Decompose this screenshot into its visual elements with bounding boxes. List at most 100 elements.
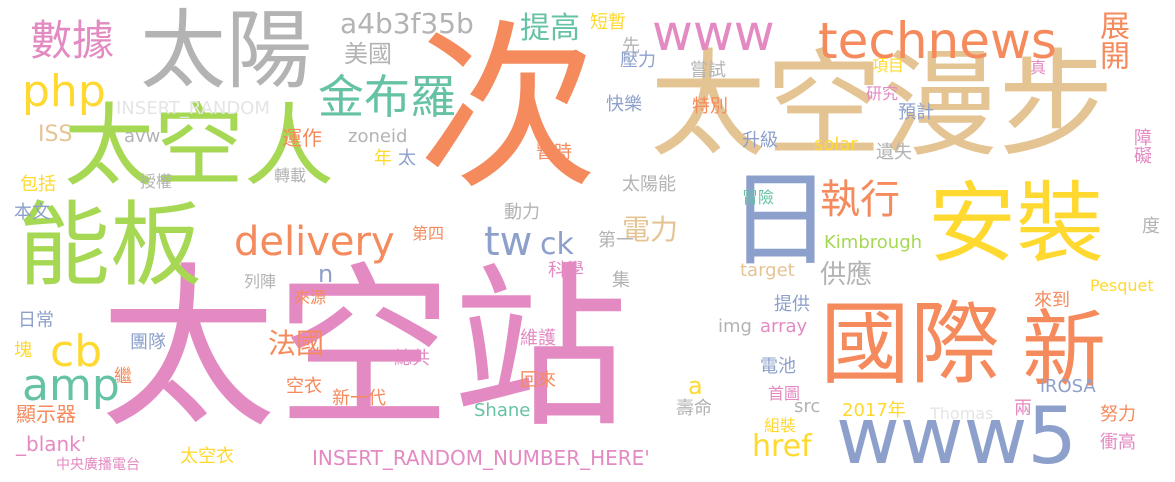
cloud-word-n: n — [318, 260, 334, 288]
cloud-word-degree: 度 — [1142, 216, 1160, 237]
cloud-word-continue: 繼 — [114, 366, 132, 387]
cloud-word-array: array — [760, 316, 808, 337]
cloud-word-happy: 快樂 — [606, 94, 642, 115]
cloud-word-surge: 衝高 — [1100, 432, 1136, 453]
cloud-word-operate: 運作 — [282, 126, 322, 150]
cloud-word-zoneid: zoneid — [348, 126, 408, 147]
cloud-word-provide: 提供 — [774, 294, 810, 315]
cloud-word-kimbrough-zh: 金布羅 — [318, 70, 456, 124]
cloud-word-data: 數據 — [30, 16, 115, 65]
cloud-word-avw: avw — [124, 126, 161, 147]
cloud-word-include: 包括 — [20, 174, 56, 195]
cloud-word-improve: 提高 — [520, 11, 580, 46]
cloud-word-maintain: 維護 — [520, 328, 556, 349]
cloud-word-license: 授權 — [140, 172, 173, 191]
cloud-word-project: 項目 — [872, 56, 905, 75]
cloud-word-tw: tw — [484, 219, 533, 265]
cloud-word-2017: 2017年 — [842, 400, 906, 421]
cloud-word-solar-energy: 太陽能 — [622, 174, 676, 195]
cloud-word-lifespan: 壽命 — [676, 398, 712, 419]
cloud-word-piece: 塊 — [14, 340, 32, 361]
cloud-word-battery: 電池 — [760, 356, 796, 377]
cloud-word-daily: 日常 — [18, 310, 54, 331]
cloud-word-expected: 預計 — [898, 102, 934, 123]
cloud-word-two: 兩 — [1014, 398, 1032, 419]
cloud-word-temporary: 暫時 — [536, 142, 572, 163]
cloud-word-pressure: 壓力 — [620, 50, 656, 71]
cloud-word-day: 日 — [728, 159, 833, 281]
cloud-word-solar: solar — [814, 134, 858, 155]
cloud-word-display: 顯示器 — [16, 402, 76, 426]
cloud-word-article: 本文 — [14, 202, 50, 223]
cloud-word-hash: a4b3f35b — [340, 7, 474, 40]
cloud-word-brief: 短暫 — [590, 12, 626, 33]
cloud-word-rti: 中央廣播電台 — [56, 457, 140, 473]
cloud-word-return: 回來 — [520, 370, 556, 391]
cloud-word-irosa: iROSA — [1040, 376, 1096, 397]
cloud-word-first: 先 — [622, 36, 640, 57]
cloud-word-tai: 太 — [398, 148, 416, 169]
cloud-word-iss: ISS — [38, 122, 73, 147]
cloud-word-assemble: 組裝 — [764, 416, 797, 435]
cloud-word-astronaut: 太空人 — [64, 94, 334, 199]
cloud-word-total: 總共 — [394, 348, 430, 369]
cloud-word-try: 嘗試 — [690, 60, 726, 81]
cloud-word-team: 團隊 — [130, 332, 166, 353]
cloud-word-repost: 轉載 — [274, 166, 307, 185]
cloud-word-php: php — [22, 66, 106, 117]
cloud-word-panel: 能板 — [18, 192, 203, 299]
cloud-word-international: 國際 — [820, 292, 1000, 397]
cloud-word-install: 安裝 — [928, 172, 1105, 275]
cloud-word-kimbrough: Kimbrough — [824, 232, 923, 253]
cloud-word-adventure: 冒險 — [742, 188, 775, 207]
cloud-word-insert-random: INSERT_RANDOM — [116, 98, 270, 119]
cloud-word-technews: technews — [818, 12, 1057, 70]
cloud-word-france: 法國 — [268, 327, 325, 360]
cloud-word-supply: 供應 — [820, 260, 873, 290]
cloud-word-www: www — [652, 4, 775, 62]
cloud-word-thomas: Thomas — [930, 404, 994, 423]
cloud-word-target: target — [740, 260, 795, 281]
cloud-word-src: src — [794, 396, 821, 417]
cloud-word-www5: www5 — [836, 392, 1078, 482]
cloud-word-driving-force: 動力 — [504, 202, 540, 223]
cloud-word-execute: 執行 — [820, 177, 900, 223]
cloud-word-set: 集 — [612, 270, 630, 291]
cloud-word-img: img — [718, 316, 752, 337]
cloud-word-suit: 空衣 — [286, 376, 322, 397]
cloud-word-space-station: 太空站 — [100, 247, 629, 452]
cloud-word-ck: ck — [540, 227, 574, 262]
cloud-word-amp: amp — [22, 360, 120, 411]
cloud-word-blank: _blank' — [16, 432, 87, 456]
cloud-word-fourth: 第四 — [412, 224, 445, 243]
cloud-word-insert-random-number: INSERT_RANDOM_NUMBER_HERE' — [312, 446, 650, 470]
cloud-word-special: 特別 — [692, 96, 728, 117]
cloud-word-source: 來源 — [294, 288, 327, 307]
cloud-word-pesquet: Pesquet — [1090, 276, 1154, 295]
cloud-word-research: 研究 — [866, 84, 899, 103]
cloud-word-new-generation: 新一代 — [332, 388, 386, 409]
cloud-word-shane: Shane — [474, 400, 531, 421]
cloud-word-spacesuit: 太空衣 — [180, 446, 234, 467]
cloud-word-a: a — [688, 372, 703, 400]
cloud-word-new: 新 — [1022, 301, 1107, 399]
cloud-word-lost: 遺失 — [876, 142, 912, 163]
cloud-word-ci: 次 — [418, 5, 599, 214]
cloud-word-cover-image: 首圖 — [768, 384, 801, 403]
cloud-word-year: 年 — [374, 148, 392, 169]
cloud-word-first-one: 第一 — [598, 230, 634, 251]
cloud-word-href: href — [752, 429, 812, 464]
cloud-word-arrive: 來到 — [1034, 290, 1070, 311]
cloud-word-upgrade: 升級 — [742, 130, 778, 151]
cloud-word-sun: 太陽 — [140, 1, 312, 101]
cloud-word-science: 科學 — [548, 260, 584, 281]
cloud-word-true: 真 — [1030, 58, 1047, 77]
cloud-word-deploy: 展開 — [1094, 10, 1129, 70]
cloud-word-effort: 努力 — [1100, 404, 1136, 425]
cloud-word-power: 電力 — [622, 213, 679, 246]
cloud-word-array-zh: 列陣 — [244, 272, 277, 291]
cloud-word-usa: 美國 — [344, 40, 392, 68]
cloud-word-cb: cb — [50, 326, 103, 377]
cloud-word-spacewalk: 太空漫步 — [650, 38, 1114, 173]
